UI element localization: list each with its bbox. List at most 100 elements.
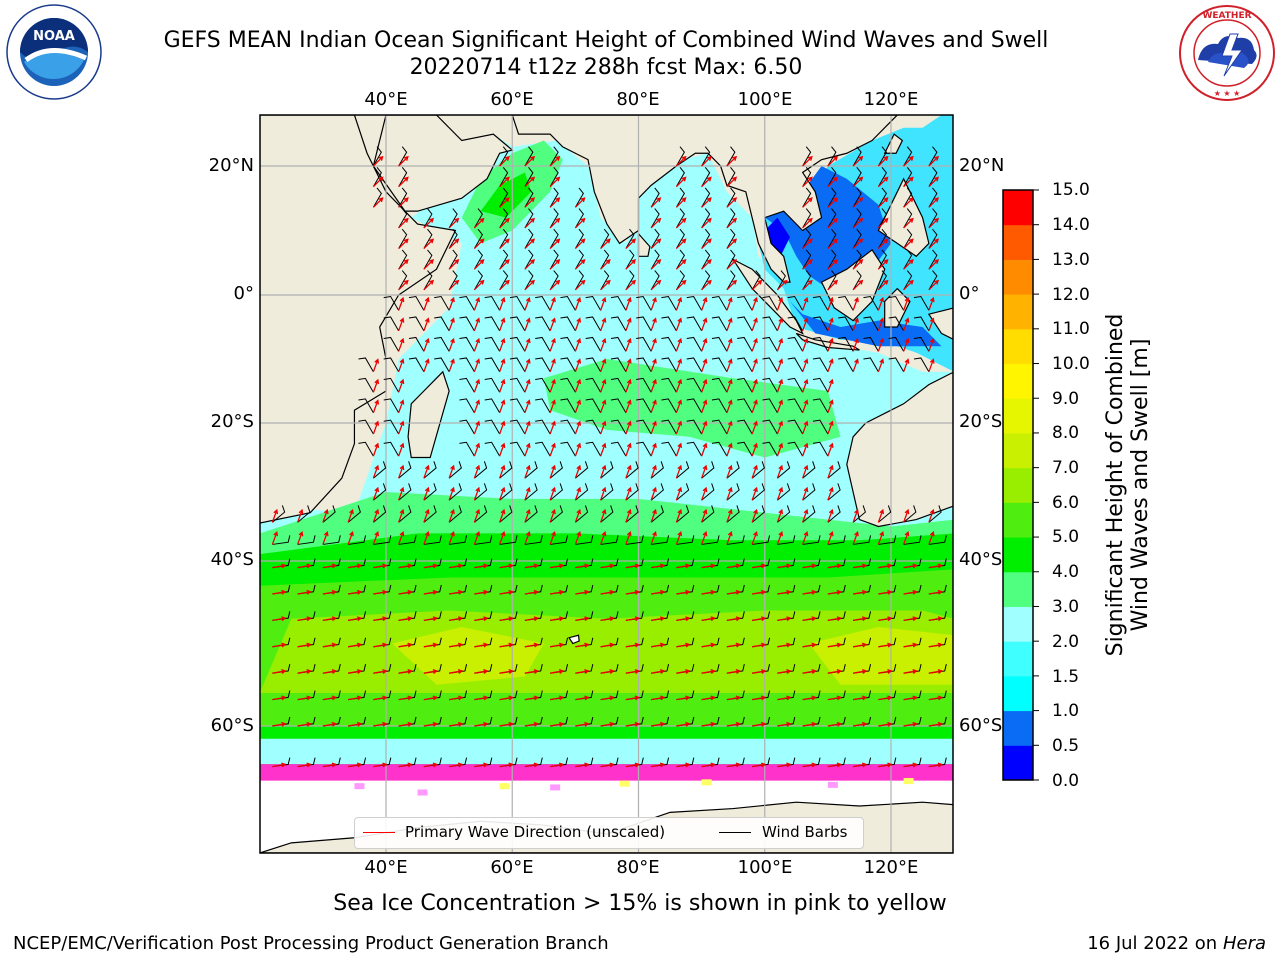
wave-direction-arrow [853,616,868,622]
wind-barb [383,357,400,373]
wave-direction-arrow [776,399,784,413]
wave-direction-arrow [726,358,733,373]
wave-direction-arrow [297,695,312,701]
wind-barb [737,295,753,311]
wave-direction-arrow [675,378,683,393]
wave-direction-arrow [877,197,889,208]
colorbar-tick: 11.0 [1052,319,1090,339]
wind-barb [726,187,736,208]
wave-direction-arrow [928,337,935,352]
wind-barb [636,377,652,393]
wind-barb [737,419,753,435]
wave-direction-arrow [650,464,657,479]
wind-barb [661,419,677,435]
wind-barb [509,295,526,311]
lon-tick-bottom: 80°E [616,857,660,878]
wind-barb [448,249,458,270]
wave-direction-arrow [650,259,662,270]
wind-barb [913,336,930,352]
nws-logo: WEATHER ★ ★ ★ [1179,5,1275,101]
wave-direction-arrow [802,296,809,311]
wave-direction-arrow [373,762,388,768]
wave-direction-arrow [524,155,536,167]
wind-barb [600,535,619,545]
wave-direction-arrow [701,399,708,413]
wave-direction-arrow [575,589,590,595]
wave-direction-arrow [372,464,380,479]
wind-barb [877,146,887,167]
wave-direction-arrow [575,616,590,622]
wind-barb [762,441,778,457]
wind-barb [499,146,509,167]
wave-direction-arrow [650,238,662,250]
wind-barb [802,461,816,479]
wave-direction-arrow [701,563,716,569]
wind-barb [585,316,602,332]
wave-direction-arrow [928,176,940,188]
wave-direction-arrow [903,317,910,332]
wind-barb [560,377,576,393]
wave-direction-arrow [423,486,430,501]
wave-direction-arrow [878,589,893,595]
wind-barb [474,461,488,479]
wave-direction-arrow [802,508,809,523]
wave-direction-arrow [574,197,586,208]
wave-direction-arrow [802,420,809,435]
wave-direction-arrow [903,589,918,595]
wind-barb [448,461,462,479]
credit-date: 16 Jul 2022 on Hera [1087,933,1266,954]
wave-direction-arrow [600,642,615,648]
wave-direction-arrow [928,762,944,768]
wave-direction-arrow [625,358,632,373]
wave-direction-arrow [676,616,691,622]
wave-direction-arrow [852,337,859,352]
wind-barb [585,295,602,311]
wave-direction-arrow [322,616,338,622]
lat-tick-right: 20°S [959,411,1003,432]
wind-barb [726,146,736,167]
lat-tick-left: 20°N [208,155,254,176]
wave-direction-arrow [625,464,632,479]
wave-direction-arrow [802,563,817,569]
wind-barb [888,316,905,332]
wind-barb [888,357,905,373]
wave-direction-arrow [322,762,338,768]
wind-barb [549,208,559,229]
wave-direction-arrow [272,642,287,648]
wave-direction-arrow [802,259,813,270]
wave-direction-arrow [827,197,839,208]
wind-barb [398,535,417,545]
wind-barb [297,505,311,523]
colorbar-frame [1002,189,1034,781]
wind-barb [777,505,791,523]
wave-direction-arrow [903,176,914,188]
wave-direction-arrow [777,695,792,701]
colorbar-segment [1003,571,1033,607]
wave-direction-arrow [398,589,413,595]
wave-direction-arrow [550,695,565,701]
wave-direction-arrow [574,378,582,393]
wave-direction-arrow [777,616,792,622]
wind-barb [459,336,475,352]
colorbar-segment [1003,398,1033,434]
wave-direction-arrow [651,616,666,622]
wave-direction-arrow [372,358,380,373]
wave-direction-arrow [802,721,817,727]
wind-barb [600,505,614,523]
wave-direction-arrow [272,762,287,768]
wind-barb [383,419,400,435]
wind-barb [711,441,728,457]
wave-direction-arrow [524,238,536,250]
sea-ice-patch [619,780,630,787]
wave-direction-arrow [499,721,514,727]
wind-barb [762,316,778,332]
wave-direction-arrow [651,669,666,674]
wind-barb [661,441,677,457]
wind-barb [877,167,887,187]
wind-barb [650,461,664,479]
wind-barb [474,505,488,523]
wave-direction-arrow [726,563,742,569]
wave-direction-arrow [474,669,489,674]
wind-barb [347,505,361,523]
wave-direction-arrow [423,358,430,373]
